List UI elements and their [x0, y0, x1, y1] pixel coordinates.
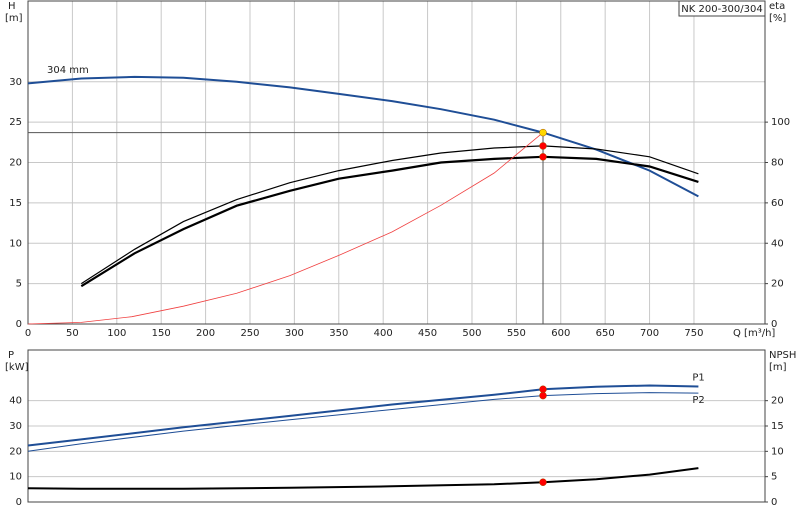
x-tick-label: 450	[418, 328, 437, 339]
operating-point	[539, 153, 547, 161]
y-tick-label: 25	[9, 117, 22, 128]
series-label: P1	[692, 372, 704, 383]
x-axis-label: Q [m³/h]	[733, 328, 775, 339]
y2-tick-label: 5	[771, 472, 777, 483]
chart-title: NK 200-300/304	[681, 4, 762, 15]
operating-point	[539, 478, 547, 486]
y2-tick-label: 0	[771, 497, 777, 508]
curve	[27, 75, 699, 198]
y-axis-label: H	[8, 1, 16, 12]
y2-tick-label: 60	[771, 198, 784, 209]
y2-axis-unit: [m]	[769, 362, 787, 373]
plot-frame	[27, 0, 766, 325]
y2-axis-label: NPSH	[769, 350, 796, 361]
y2-tick-label: 40	[771, 238, 784, 249]
y-tick-label: 0	[16, 497, 22, 508]
y2-tick-label: 15	[771, 421, 784, 432]
y-tick-label: 20	[9, 446, 22, 457]
curve	[27, 392, 699, 452]
x-tick-label: 200	[196, 328, 215, 339]
curve	[27, 384, 699, 447]
y-tick-label: 30	[9, 77, 22, 88]
y-tick-label: 15	[9, 198, 22, 209]
y-tick-label: 5	[16, 279, 22, 290]
x-tick-label: 150	[152, 328, 171, 339]
curve	[80, 155, 699, 288]
operating-point	[539, 142, 547, 150]
y-tick-label: 40	[9, 396, 22, 407]
x-tick-label: 550	[507, 328, 526, 339]
annotation: 304 mm	[47, 65, 89, 76]
y2-axis-label: eta	[769, 1, 785, 12]
x-tick-label: 100	[107, 328, 126, 339]
operating-point	[539, 385, 547, 394]
x-tick-label: 750	[684, 328, 703, 339]
x-tick-label: 500	[462, 328, 481, 339]
y-tick-label: 10	[9, 238, 22, 249]
y-tick-label: 10	[9, 472, 22, 483]
y2-tick-label: 80	[771, 158, 784, 169]
y-axis-unit: [m]	[5, 13, 23, 24]
y2-tick-label: 10	[771, 446, 784, 457]
curve	[27, 132, 544, 325]
x-tick-label: 50	[66, 328, 79, 339]
x-tick-label: 700	[640, 328, 659, 339]
x-tick-label: 650	[596, 328, 615, 339]
y-tick-label: 30	[9, 421, 22, 432]
operating-point	[539, 391, 547, 400]
x-tick-label: 250	[240, 328, 259, 339]
x-tick-label: 0	[25, 328, 31, 339]
y-axis-label: P	[8, 350, 14, 361]
title-box	[678, 0, 766, 17]
y2-tick-label: 100	[771, 117, 790, 128]
y2-axis-unit: [%]	[769, 13, 786, 24]
y-tick-label: 20	[9, 158, 22, 169]
x-tick-label: 400	[374, 328, 393, 339]
y-axis-unit: [kW]	[5, 362, 29, 373]
plot-frame	[27, 349, 766, 503]
y2-tick-label: 20	[771, 279, 784, 290]
x-tick-label: 350	[329, 328, 348, 339]
operating-point	[539, 128, 547, 137]
curve	[27, 467, 699, 490]
y-tick-label: 0	[16, 319, 22, 330]
series-label: P2	[692, 395, 704, 406]
x-tick-label: 600	[551, 328, 570, 339]
x-tick-label: 300	[285, 328, 304, 339]
y2-tick-label: 0	[771, 319, 777, 330]
curve	[80, 145, 699, 285]
y2-tick-label: 20	[771, 396, 784, 407]
